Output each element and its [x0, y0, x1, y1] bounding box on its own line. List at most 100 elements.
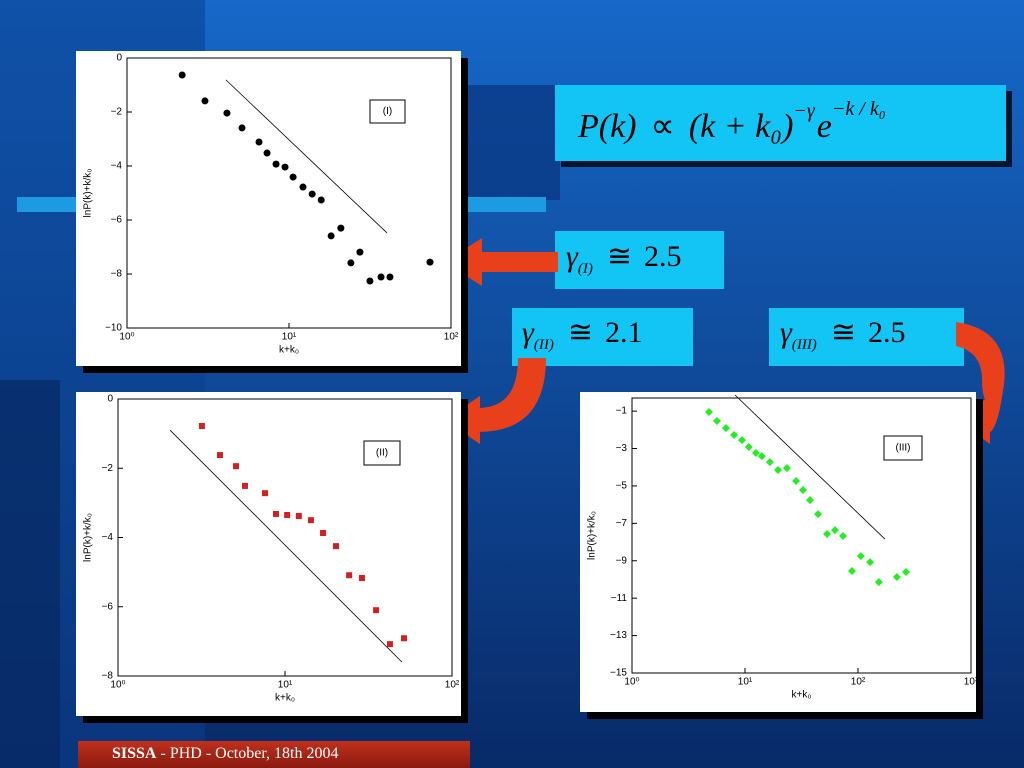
- y-tick-label: −8: [102, 671, 114, 682]
- point: [308, 190, 316, 198]
- point: [737, 436, 746, 445]
- point: [730, 431, 739, 440]
- point: [366, 277, 374, 285]
- point: [223, 109, 231, 117]
- point: [262, 490, 269, 497]
- point: [299, 183, 307, 191]
- gamma: γ(II) ≅ 2.1: [522, 316, 642, 353]
- y-tick-label: 0: [107, 394, 113, 405]
- x-tick-label: 10¹: [282, 332, 297, 343]
- point: [307, 517, 314, 524]
- point: [874, 578, 883, 587]
- point: [289, 173, 297, 181]
- point: [178, 71, 186, 79]
- point: [401, 635, 408, 642]
- point: [198, 423, 205, 430]
- reference-line: [169, 429, 403, 663]
- charts: 10⁰ 10¹ 10²0−2−4−6−8−10k+k₀lnP(k)+k/k₀(I)1…: [76, 51, 983, 723]
- point: [386, 641, 393, 648]
- footer-bar: [78, 741, 470, 768]
- point: [902, 567, 911, 576]
- y-tick-label: −2: [111, 107, 123, 118]
- y-tick-label: −3: [616, 443, 628, 454]
- y-tick-label: −11: [611, 593, 628, 604]
- arrow-shaft: [478, 358, 546, 432]
- point: [320, 529, 327, 536]
- y-tick-label: −8: [111, 269, 123, 280]
- deco-block: [460, 85, 560, 200]
- x-axis-label: k+k₀: [275, 693, 295, 704]
- point: [373, 607, 380, 614]
- point: [866, 558, 875, 567]
- x-tick-label: 10²: [851, 677, 866, 688]
- y-tick-label: −6: [111, 215, 123, 226]
- footer-text: - PHD - October, 18th 2004: [156, 745, 338, 762]
- point: [838, 532, 847, 541]
- point: [744, 443, 753, 452]
- formula-box: [555, 85, 1006, 161]
- x-tick-label: 10⁰: [624, 677, 639, 688]
- point: [765, 458, 774, 467]
- point: [272, 510, 279, 517]
- x-tick-label: 10¹: [738, 677, 753, 688]
- formula-part: −γ: [793, 100, 815, 122]
- gamma-sub: (III): [792, 337, 817, 353]
- point: [823, 530, 832, 539]
- point: [295, 513, 302, 520]
- formula-part: (k + k₀): [689, 108, 794, 145]
- gamma-value: 2.1: [605, 316, 643, 349]
- point: [426, 258, 434, 266]
- gamma-value: 2.5: [868, 316, 906, 349]
- point: [848, 567, 857, 576]
- footer-org: SISSA: [112, 745, 157, 762]
- y-tick-label: −2: [102, 463, 114, 474]
- x-tick-label: 10²: [444, 332, 459, 343]
- reference-line: [225, 79, 388, 234]
- gamma-rel: ≅: [831, 316, 856, 349]
- point: [241, 482, 248, 489]
- y-tick-label: −1: [616, 406, 628, 417]
- y-tick-label: −10: [105, 323, 122, 334]
- panel: [76, 392, 461, 716]
- point: [233, 463, 240, 470]
- gamma-rel: ≅: [568, 316, 593, 349]
- point: [757, 452, 766, 461]
- point: [347, 259, 355, 267]
- point: [358, 575, 365, 582]
- y-tick-label: −4: [111, 161, 123, 172]
- point: [317, 196, 325, 204]
- gamma-symbol: γ: [780, 316, 793, 349]
- y-tick-label: 0: [116, 53, 122, 64]
- side-band: [0, 380, 60, 768]
- y-tick-label: −5: [616, 481, 628, 492]
- point: [386, 273, 394, 281]
- x-tick-label: 10²: [445, 680, 460, 691]
- gamma: γ(III) ≅ 2.5: [780, 316, 905, 353]
- gamma-symbol: γ: [522, 316, 535, 349]
- y-axis-label: lnP(k)+k/k₀: [587, 511, 598, 560]
- point: [201, 97, 209, 105]
- point: [281, 163, 289, 171]
- formula: P(k) ∝ (k + k₀)−γe−k / k₀: [577, 98, 886, 145]
- annotation-box: [363, 440, 401, 466]
- arrow-shaft: [478, 252, 558, 272]
- y-tick-label: −4: [102, 532, 114, 543]
- point: [892, 573, 901, 582]
- gamma-box: [555, 231, 724, 289]
- arrow-shaft: [956, 322, 1005, 432]
- y-axis-label: lnP(k)+k/k₀: [83, 169, 94, 218]
- x-tick-label: 10⁰: [119, 332, 134, 343]
- point: [856, 552, 865, 561]
- point: [356, 248, 364, 256]
- point: [712, 417, 721, 426]
- point: [238, 124, 246, 132]
- y-axis-label: lnP(k)+k/k₀: [83, 513, 94, 562]
- formula-part: P(k): [577, 108, 637, 145]
- point: [751, 449, 760, 457]
- x-tick-label: 10¹: [278, 680, 293, 691]
- annotation: (I): [383, 106, 392, 117]
- gamma-symbol: γ: [566, 240, 579, 273]
- point: [814, 510, 823, 519]
- point: [830, 526, 839, 535]
